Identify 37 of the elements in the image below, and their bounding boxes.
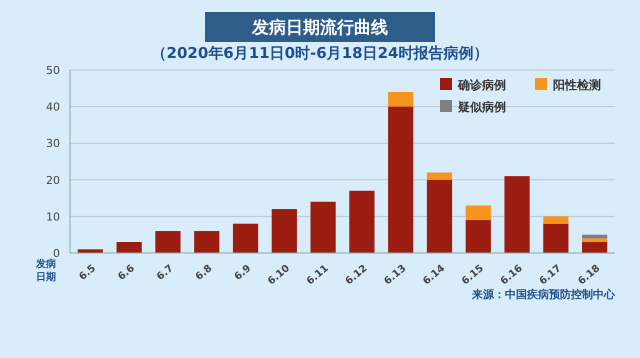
y-tick-label: 30 bbox=[46, 137, 60, 150]
bar bbox=[272, 209, 297, 253]
bar bbox=[232, 224, 258, 253]
x-tick-label: 6.9 bbox=[232, 262, 254, 283]
bar bbox=[116, 242, 142, 253]
y-tick-label: 40 bbox=[46, 100, 60, 114]
bar bbox=[388, 92, 414, 107]
y-tick-label: 50 bbox=[46, 64, 60, 77]
bar bbox=[543, 216, 568, 224]
x-tick-label: 6.8 bbox=[194, 262, 214, 283]
y-tick-label: 20 bbox=[46, 174, 60, 187]
bar bbox=[466, 205, 491, 220]
bar bbox=[582, 238, 608, 242]
legend-label: 确诊病例 bbox=[457, 78, 506, 92]
bar bbox=[543, 224, 568, 253]
bar bbox=[194, 231, 220, 253]
y-tick-label: 0 bbox=[53, 247, 60, 260]
bar bbox=[310, 202, 336, 253]
bar bbox=[504, 176, 530, 253]
x-axis-title: 发病日期 bbox=[35, 258, 56, 283]
bar bbox=[582, 242, 608, 253]
bar bbox=[582, 234, 608, 238]
bar bbox=[155, 231, 181, 253]
source-note: 来源：中国疾病预防控制中心 bbox=[471, 288, 616, 301]
chart-subtitle: （2020年6月11日0时-6月18日24时报告病例） bbox=[152, 44, 488, 62]
bar bbox=[349, 190, 374, 253]
bar bbox=[466, 220, 491, 253]
chart-title: 发病日期流行曲线 bbox=[251, 18, 388, 38]
legend-label: 疑似病例 bbox=[457, 100, 506, 114]
x-tick-label: 6.7 bbox=[154, 262, 176, 283]
x-tick-label: 6.6 bbox=[116, 262, 137, 283]
bar bbox=[388, 106, 414, 253]
bar bbox=[426, 172, 452, 180]
bar bbox=[426, 180, 452, 253]
y-tick-label: 10 bbox=[46, 210, 60, 224]
legend-label: 阳性检测 bbox=[553, 78, 601, 92]
x-tick-label: 6.5 bbox=[77, 262, 98, 283]
